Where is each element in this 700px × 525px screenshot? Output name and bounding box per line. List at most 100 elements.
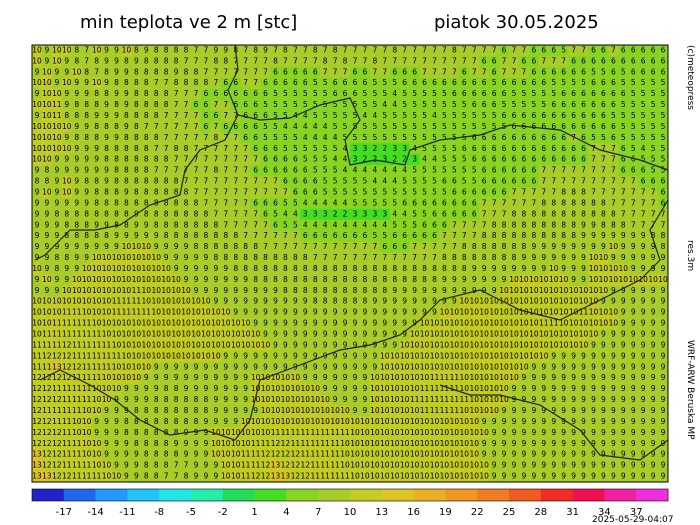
cell-bg [260,143,271,155]
cell-bg [399,187,411,199]
cell-value: 9 [442,286,447,295]
cell-value: 6 [263,111,268,120]
cell-value: 9 [233,395,238,404]
cell-value: 8 [343,286,348,295]
cell-value: 9 [64,264,69,273]
cell-value: 9 [571,439,576,448]
cell-bg [91,77,103,90]
cell-value: 8 [184,78,189,87]
cell-value: 9 [661,297,666,306]
cell-bg [71,154,83,166]
cell-bg [598,121,609,133]
cell-value: 9 [293,319,298,328]
cell-value: 11 [291,428,301,437]
cell-value: 10 [519,330,529,339]
cell-value: 9 [223,417,228,426]
cell-value: 6 [492,166,497,175]
cell-bg [171,88,182,101]
cell-value: 10 [469,362,479,371]
cell-value: 9 [541,253,546,262]
cell-value: 9 [631,286,636,295]
cell-value: 7 [531,187,536,196]
cell-value: 10 [221,340,231,349]
cell-value: 6 [233,89,238,98]
cell-bg [330,99,341,112]
cell-bg [379,66,391,79]
cell-value: 11 [92,362,102,371]
cell-bg [578,187,589,199]
cell-bg [151,99,162,112]
cell-value: 8 [502,231,507,240]
cell-value: 7 [472,45,477,54]
cell-bg [429,66,440,79]
cell-value: 10 [410,351,420,360]
cell-bg [399,121,411,133]
cell-value: 7 [343,45,348,54]
cell-value: 11 [102,340,112,349]
cell-bg [359,99,371,112]
cell-value: 9 [273,351,278,360]
cell-value: 8 [621,220,626,229]
cell-value: 10 [469,406,479,415]
cell-value: 8 [184,67,189,76]
cell-value: 9 [641,428,646,437]
cell-value: 8 [313,275,318,284]
cell-bg [648,88,659,101]
cell-value: 10 [241,330,251,339]
cell-bg [558,55,570,68]
cell-value: 5 [402,133,407,142]
cell-value: 5 [323,78,328,87]
cell-bg [51,66,63,79]
cell-value: 9 [363,330,368,339]
cell-value: 7 [522,187,527,196]
cell-value: 10 [549,330,559,339]
cell-value: 6 [293,187,298,196]
cell-value: 5 [641,78,646,87]
cell-bg [210,132,222,144]
cell-value: 9 [343,308,348,317]
cell-bg [101,176,112,188]
cell-value: 7 [353,242,358,251]
cell-bg [578,66,589,79]
cell-value: 11 [82,373,92,382]
cell-bg [121,121,132,133]
cell-value: 10 [201,330,211,339]
cell-value: 8 [114,155,119,164]
cell-bg [658,99,669,112]
cell-value: 9 [601,439,606,448]
cell-value: 10 [310,417,320,426]
cell-value: 8 [124,111,129,120]
cell-value: 10 [52,122,62,131]
cell-value: 11 [420,384,430,393]
cell-value: 9 [223,395,228,404]
cell-value: 6 [661,45,666,54]
cell-bg [558,187,570,199]
cell-bg [71,143,83,155]
cell-bg [171,165,182,177]
cell-bg [71,55,83,68]
cell-value: 8 [134,439,139,448]
cell-value: 5 [382,198,387,207]
cell-value: 11 [82,330,92,339]
cell-bg [41,132,53,144]
cell-bg [220,110,232,122]
cell-bg [518,197,530,210]
cell-bg [290,143,301,155]
cell-bg [300,132,311,144]
cell-value: 5 [621,122,626,131]
cell-bg [369,99,381,112]
cell-value: 8 [194,395,199,404]
cell-value: 10 [42,155,52,164]
cell-value: 7 [233,166,238,175]
cell-bg [648,154,659,166]
cell-value: 10 [469,340,479,349]
cell-value: 8 [164,100,169,109]
cell-bg [608,99,619,112]
cell-bg [200,88,212,101]
map-date: piatok 30.05.2025 [434,12,599,33]
cell-value: 5 [422,209,427,218]
cell-value: 10 [241,319,251,328]
cell-bg [151,143,162,155]
cell-value: 10 [479,330,489,339]
cell-bg [439,143,450,155]
